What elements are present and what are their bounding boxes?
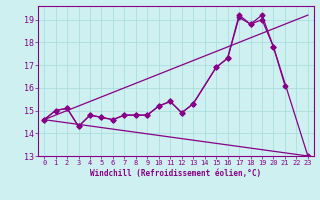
X-axis label: Windchill (Refroidissement éolien,°C): Windchill (Refroidissement éolien,°C) (91, 169, 261, 178)
